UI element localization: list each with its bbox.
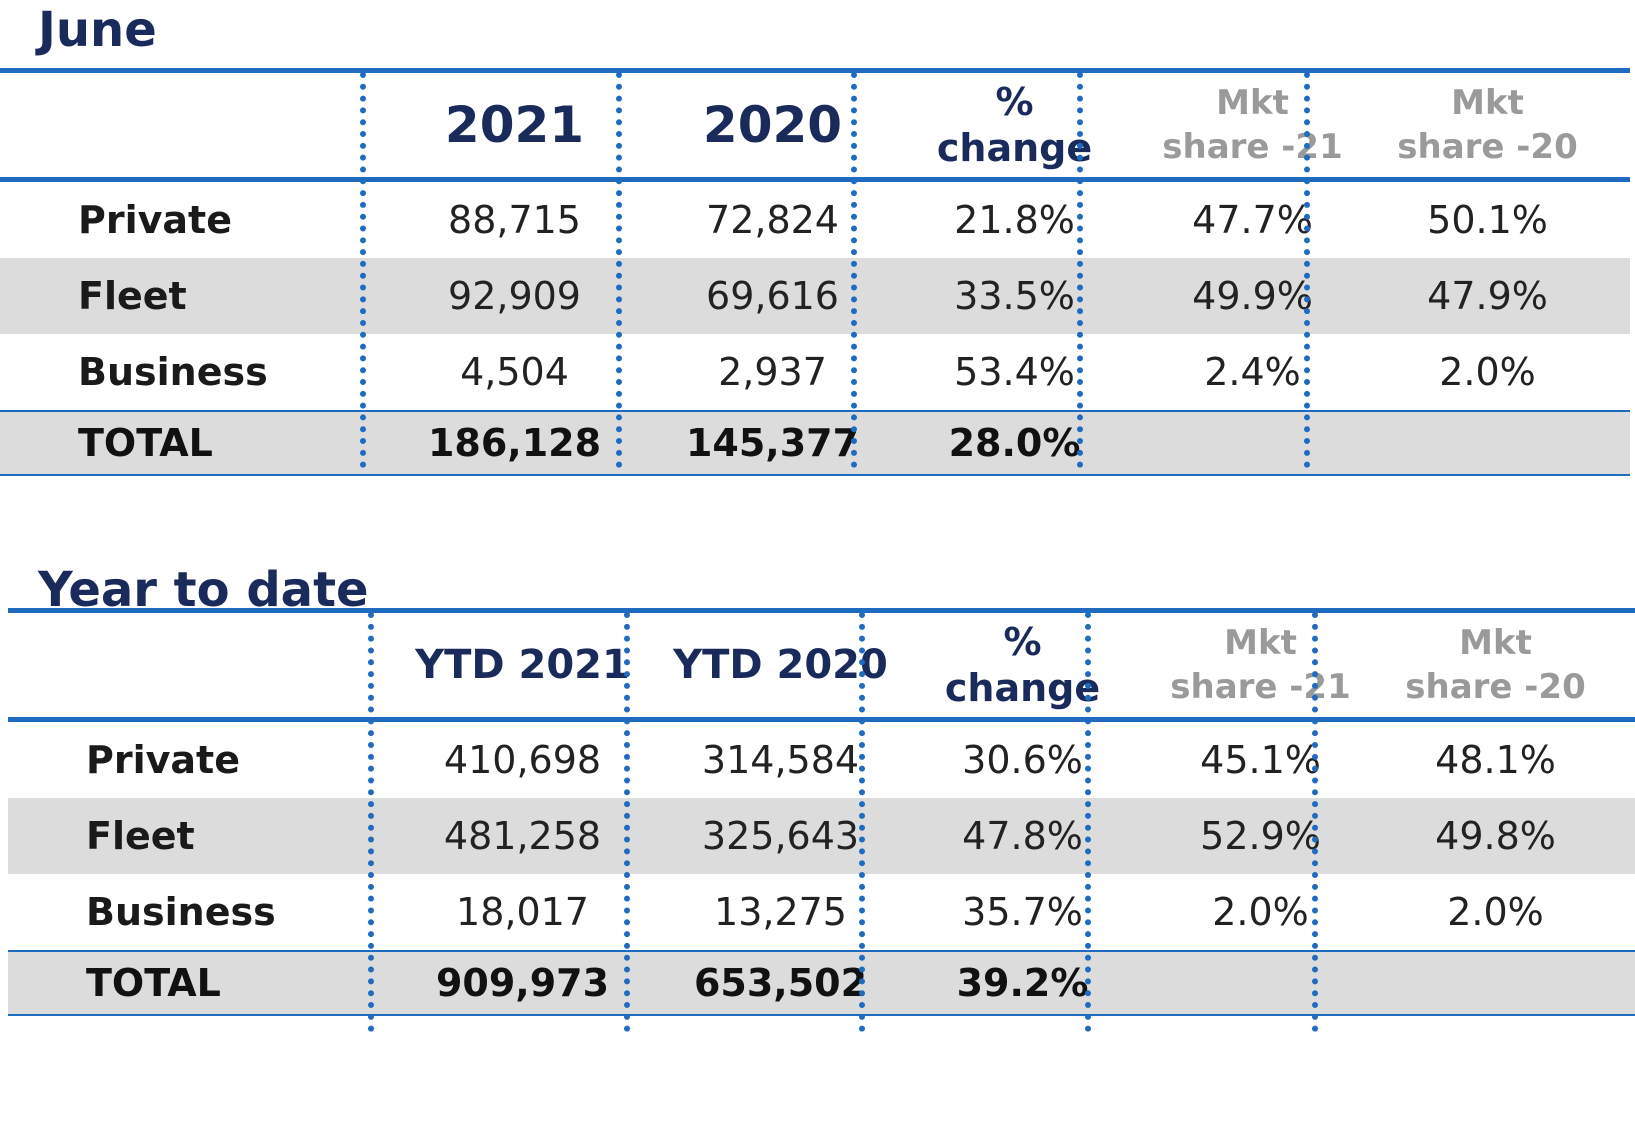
cell-2020: 653,502 xyxy=(693,961,868,1005)
cell-2020: 314,584 xyxy=(701,738,860,782)
cell-mkt21: 49.9% xyxy=(1192,274,1313,318)
june-header-row: 2021 2020 % change Mkt share -21 Mkt sha… xyxy=(0,68,1630,182)
cell-change: 47.8% xyxy=(962,814,1083,858)
june-header-2021: 2021 xyxy=(444,96,585,154)
column-divider xyxy=(859,612,865,1032)
row-label: Private xyxy=(78,198,232,242)
cell-2021: 4,504 xyxy=(460,350,569,394)
ytd-header-2021: YTD 2021 xyxy=(415,642,630,688)
cell-2020: 72,824 xyxy=(706,198,839,242)
cell-change: 39.2% xyxy=(956,961,1089,1005)
column-divider xyxy=(360,72,366,468)
cell-mkt21: 2.0% xyxy=(1212,890,1309,934)
june-section: June 2021 2020 % change Mkt share -21 Mk… xyxy=(0,0,1630,500)
cell-mkt21: 2.4% xyxy=(1204,350,1301,394)
cell-change: 35.7% xyxy=(962,890,1083,934)
ytd-row-fleet: Fleet 481,258 325,643 47.8% 52.9% 49.8% xyxy=(8,798,1635,874)
cell-2021: 909,973 xyxy=(435,961,610,1005)
june-row-total: TOTAL 186,128 145,377 28.0% xyxy=(0,410,1630,476)
ytd-header-mkt21: Mkt share -21 xyxy=(1170,623,1351,707)
row-label: Business xyxy=(78,350,268,394)
cell-change: 30.6% xyxy=(962,738,1083,782)
cell-mkt21: 47.7% xyxy=(1192,198,1313,242)
ytd-row-business: Business 18,017 13,275 35.7% 2.0% 2.0% xyxy=(8,874,1635,950)
cell-mkt21: 52.9% xyxy=(1200,814,1321,858)
cell-mkt20: 49.8% xyxy=(1435,814,1556,858)
row-label: Fleet xyxy=(78,274,187,318)
june-header-change: % change xyxy=(936,80,1093,170)
row-label: TOTAL xyxy=(86,961,221,1005)
row-label: Private xyxy=(86,738,240,782)
cell-2021: 18,017 xyxy=(456,890,589,934)
ytd-header-2020: YTD 2020 xyxy=(673,642,888,688)
column-divider xyxy=(368,612,374,1032)
ytd-header-mkt20: Mkt share -20 xyxy=(1405,623,1586,707)
row-label: TOTAL xyxy=(78,421,213,465)
column-divider xyxy=(851,72,857,468)
june-row-private: Private 88,715 72,824 21.8% 47.7% 50.1% xyxy=(0,182,1630,258)
ytd-section: Year to date YTD 2021 YTD 2020 % change … xyxy=(8,560,1635,1080)
ytd-row-private: Private 410,698 314,584 30.6% 45.1% 48.1… xyxy=(8,722,1635,798)
column-divider xyxy=(1085,612,1091,1032)
cell-mkt20: 50.1% xyxy=(1427,198,1548,242)
column-divider xyxy=(1304,72,1310,468)
june-row-business: Business 4,504 2,937 53.4% 2.4% 2.0% xyxy=(0,334,1630,410)
column-divider xyxy=(1312,612,1318,1032)
cell-change: 21.8% xyxy=(954,198,1075,242)
june-header-2020: 2020 xyxy=(702,96,843,154)
june-table: 2021 2020 % change Mkt share -21 Mkt sha… xyxy=(0,68,1630,476)
ytd-row-total: TOTAL 909,973 653,502 39.2% xyxy=(8,950,1635,1016)
cell-mkt21: 45.1% xyxy=(1200,738,1321,782)
june-row-fleet: Fleet 92,909 69,616 33.5% 49.9% 47.9% xyxy=(0,258,1630,334)
cell-2021: 88,715 xyxy=(448,198,581,242)
cell-mkt20: 48.1% xyxy=(1435,738,1556,782)
june-header-mkt20: Mkt share -20 xyxy=(1397,83,1578,167)
cell-2021: 481,258 xyxy=(443,814,602,858)
cell-2020: 2,937 xyxy=(718,350,827,394)
cell-2020: 13,275 xyxy=(714,890,847,934)
ytd-table: YTD 2021 YTD 2020 % change Mkt share -21… xyxy=(8,608,1635,1016)
june-header-mkt21: Mkt share -21 xyxy=(1162,83,1343,167)
cell-2021: 92,909 xyxy=(448,274,581,318)
column-divider xyxy=(616,72,622,468)
cell-2020: 325,643 xyxy=(701,814,860,858)
cell-2020: 145,377 xyxy=(685,421,860,465)
column-divider xyxy=(624,612,630,1032)
cell-change: 53.4% xyxy=(954,350,1075,394)
june-title: June xyxy=(38,2,157,58)
cell-2021: 410,698 xyxy=(443,738,602,782)
cell-mkt20: 2.0% xyxy=(1447,890,1544,934)
column-divider xyxy=(1077,72,1083,468)
cell-2020: 69,616 xyxy=(706,274,839,318)
cell-change: 33.5% xyxy=(954,274,1075,318)
row-label: Fleet xyxy=(86,814,195,858)
cell-2021: 186,128 xyxy=(427,421,602,465)
ytd-header-change: % change xyxy=(944,620,1101,710)
cell-change: 28.0% xyxy=(948,421,1081,465)
cell-mkt20: 2.0% xyxy=(1439,350,1536,394)
row-label: Business xyxy=(86,890,276,934)
ytd-header-row: YTD 2021 YTD 2020 % change Mkt share -21… xyxy=(8,608,1635,722)
cell-mkt20: 47.9% xyxy=(1427,274,1548,318)
